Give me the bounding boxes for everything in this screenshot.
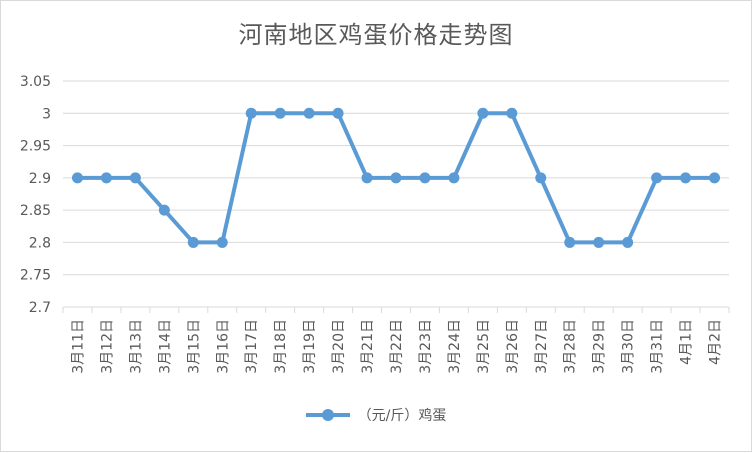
y-tick-label: 2.75: [20, 268, 51, 284]
data-point: [158, 204, 170, 216]
x-tick-label: 3月12日: [99, 319, 115, 374]
data-point: [129, 172, 141, 184]
x-tick-label: 3月15日: [186, 319, 202, 374]
data-point: [651, 172, 663, 184]
x-tick-label: 3月22日: [389, 319, 405, 374]
x-tick-label: 3月27日: [534, 319, 550, 374]
x-tick-label: 3月18日: [273, 319, 289, 374]
data-point: [622, 236, 634, 248]
x-tick-label: 3月23日: [418, 319, 434, 374]
x-tick-label: 3月21日: [360, 319, 376, 374]
x-tick-label: 3月24日: [447, 319, 463, 374]
legend-series-label: （元/斤）鸡蛋: [357, 408, 447, 424]
legend: （元/斤）鸡蛋: [1, 405, 751, 425]
y-tick-label: 2.9: [29, 171, 51, 187]
y-tick-label: 2.85: [20, 203, 51, 219]
data-point: [709, 172, 721, 184]
data-point: [303, 107, 315, 119]
x-tick-label: 3月28日: [563, 319, 579, 374]
data-point: [506, 107, 518, 119]
x-tick-label: 3月26日: [505, 319, 521, 374]
data-point: [332, 107, 344, 119]
data-point: [564, 236, 576, 248]
data-point: [593, 236, 605, 248]
x-tick-label: 3月31日: [650, 319, 666, 374]
data-point: [216, 236, 228, 248]
x-tick-label: 3月20日: [331, 319, 347, 374]
data-point: [100, 172, 112, 184]
data-point: [187, 236, 199, 248]
x-tick-label: 4月2日: [708, 319, 724, 365]
legend-series-marker: [305, 409, 350, 421]
x-tick-label: 3月14日: [157, 319, 173, 374]
data-point: [245, 107, 257, 119]
x-tick-label: 4月1日: [679, 319, 695, 365]
data-point: [419, 172, 431, 184]
x-tick-label: 3月19日: [302, 319, 318, 374]
y-tick-label: 2.95: [20, 139, 51, 155]
data-point: [361, 172, 373, 184]
x-tick-label: 3月13日: [128, 319, 144, 374]
data-point: [477, 107, 489, 119]
x-tick-label: 3月17日: [244, 319, 260, 374]
y-tick-label: 3.05: [20, 74, 51, 90]
data-point: [680, 172, 692, 184]
data-point: [274, 107, 286, 119]
data-point: [535, 172, 547, 184]
y-tick-label: 2.7: [29, 300, 51, 316]
chart-title: 河南地区鸡蛋价格走势图: [238, 21, 514, 49]
data-point: [71, 172, 83, 184]
x-tick-label: 3月16日: [215, 319, 231, 374]
y-tick-label: 3: [42, 106, 51, 122]
x-tick-label: 3月25日: [476, 319, 492, 374]
data-point: [448, 172, 460, 184]
x-tick-label: 3月29日: [592, 319, 608, 374]
data-point: [390, 172, 402, 184]
x-tick-label: 3月11日: [70, 319, 86, 374]
x-tick-label: 3月30日: [621, 319, 637, 374]
y-tick-label: 2.8: [29, 235, 51, 251]
